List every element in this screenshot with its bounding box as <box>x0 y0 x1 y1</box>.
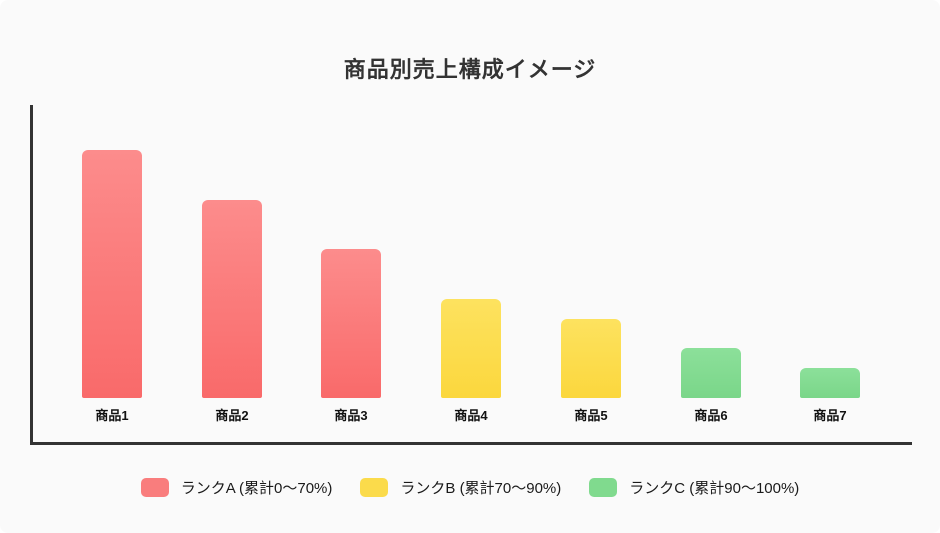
bar-商品7 <box>800 368 860 398</box>
bar-label-商品7: 商品7 <box>813 408 847 423</box>
chart-title: 商品別売上構成イメージ <box>343 57 597 82</box>
bar-label-商品4: 商品4 <box>454 408 488 423</box>
legend: ランクA (累計0〜70%) ランクB (累計70〜90%) ランクC (累計90〜… <box>0 477 940 498</box>
legend-swatch-rank-A <box>140 478 169 497</box>
bar-商品5 <box>561 319 621 398</box>
bar-label-商品5: 商品5 <box>574 408 608 423</box>
x-axis-line <box>30 442 912 445</box>
bar-商品2 <box>202 200 262 398</box>
bar-label-商品3: 商品3 <box>334 408 368 423</box>
legend-swatch-rank-B <box>360 478 389 497</box>
legend-label-rank-C: ランクC (累計90〜100%) <box>629 480 800 497</box>
bar-label-商品6: 商品6 <box>694 408 728 423</box>
bar-商品3 <box>321 249 381 398</box>
bar-label-商品2: 商品2 <box>215 408 249 423</box>
legend-item-rank-B: ランクB (累計70〜90%) <box>360 477 561 498</box>
bar-商品1 <box>82 150 142 398</box>
legend-label-rank-A: ランクA (累計0〜70%) <box>180 480 333 497</box>
bar-label-商品1: 商品1 <box>95 408 129 423</box>
bar-商品6 <box>681 348 741 398</box>
legend-item-rank-C: ランクC (累計90〜100%) <box>589 477 799 498</box>
y-axis-line <box>30 105 33 445</box>
legend-swatch-rank-C <box>589 478 618 497</box>
legend-item-rank-A: ランクA (累計0〜70%) <box>140 477 333 498</box>
legend-label-rank-B: ランクB (累計70〜90%) <box>400 480 562 497</box>
bar-商品4 <box>441 299 501 398</box>
